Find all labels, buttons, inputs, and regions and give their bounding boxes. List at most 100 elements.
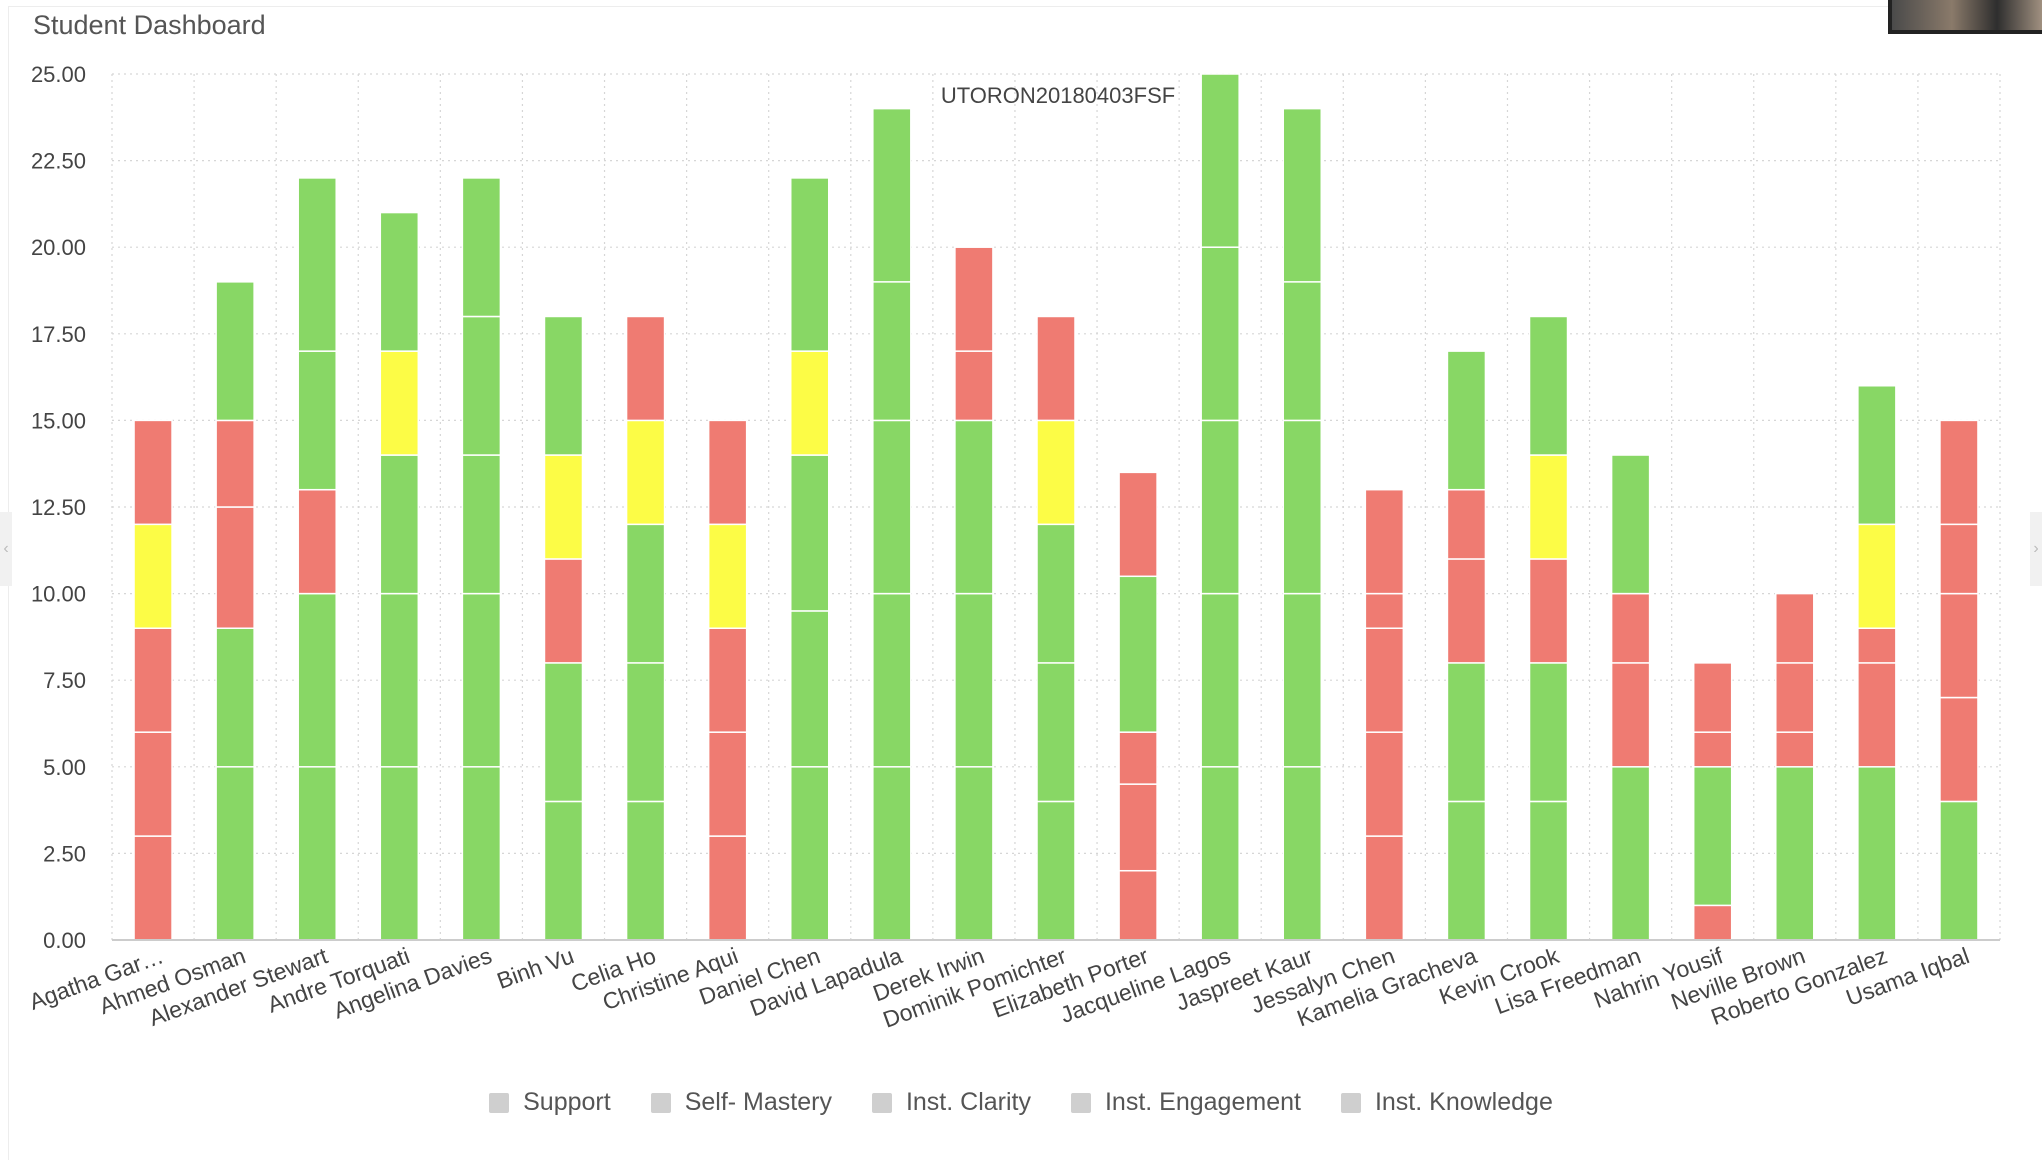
bar-segment-1[interactable] [297, 766, 337, 941]
bar-segment-3[interactable] [461, 454, 502, 595]
legend-item-inst-clarity[interactable]: Inst. Clarity [871, 1088, 1031, 1117]
bar-segment-2[interactable] [133, 731, 173, 837]
bar-segment-3[interactable] [297, 488, 337, 595]
bar-segment-3[interactable] [1364, 627, 1405, 733]
bar-segment-1[interactable] [379, 766, 420, 941]
bar-segment-3[interactable] [1692, 731, 1733, 768]
bar-segment-4[interactable] [1528, 454, 1569, 560]
bar-segment-1[interactable] [1282, 766, 1323, 941]
bar-segment-1[interactable] [872, 766, 912, 941]
bar-segment-5[interactable] [625, 315, 666, 422]
bar-segment-4[interactable] [1364, 592, 1405, 629]
bar-segment-5[interactable] [461, 177, 502, 318]
bar-segment-1[interactable] [625, 800, 666, 941]
bar-segment-5[interactable] [215, 281, 255, 422]
bar-segment-2[interactable] [215, 627, 255, 768]
bar-segment-5[interactable] [789, 177, 830, 352]
bar-segment-1[interactable] [133, 835, 173, 941]
bar-segment-4[interactable] [461, 315, 502, 456]
bar-segment-5[interactable] [954, 246, 994, 352]
bar-segment-2[interactable] [1446, 662, 1487, 803]
bar-segment-1[interactable] [1446, 800, 1487, 941]
bar-segment-3[interactable] [133, 627, 173, 733]
bar-segment-2[interactable] [1692, 766, 1733, 907]
bar-segment-1[interactable] [1610, 766, 1651, 941]
bar-segment-4[interactable] [1857, 523, 1897, 629]
bar-segment-2[interactable] [789, 610, 830, 768]
bar-segment-5[interactable] [1036, 315, 1076, 422]
bar-segment-2[interactable] [1857, 662, 1897, 768]
bar-segment-2[interactable] [1775, 731, 1815, 768]
bar-segment-4[interactable] [1200, 246, 1240, 422]
bar-segment-4[interactable] [1775, 592, 1815, 664]
bar-segment-2[interactable] [297, 592, 337, 768]
bar-segment-4[interactable] [297, 350, 337, 491]
bar-segment-4[interactable] [954, 350, 994, 422]
bar-segment-5[interactable] [1446, 350, 1487, 491]
bar-segment-1[interactable] [789, 766, 830, 941]
bar-segment-5[interactable] [379, 211, 420, 352]
chevron-right-icon[interactable]: › [2030, 512, 2042, 586]
legend-item-self-mastery[interactable]: Self- Mastery [650, 1088, 832, 1117]
bar-segment-1[interactable] [1036, 800, 1076, 941]
bar-segment-1[interactable] [1118, 869, 1158, 941]
bar-segment-2[interactable] [1282, 592, 1323, 768]
bar-segment-2[interactable] [707, 731, 748, 837]
bar-segment-2[interactable] [379, 592, 420, 768]
bar-segment-3[interactable] [954, 419, 994, 595]
bar-segment-1[interactable] [1775, 766, 1815, 941]
bar-segment-3[interactable] [543, 558, 584, 664]
bar-segment-3[interactable] [1528, 558, 1569, 664]
bar-segment-2[interactable] [1364, 731, 1405, 837]
bar-segment-3[interactable] [1118, 731, 1158, 785]
legend-item-inst-knowledge[interactable]: Inst. Knowledge [1340, 1088, 1553, 1117]
bar-segment-5[interactable] [1200, 73, 1240, 248]
bar-segment-4[interactable] [1446, 488, 1487, 560]
bar-segment-4[interactable] [543, 454, 584, 560]
bar-segment-3[interactable] [1939, 592, 1979, 699]
bar-segment-4[interactable] [1282, 281, 1323, 422]
bar-segment-2[interactable] [1939, 696, 1979, 803]
bar-segment-2[interactable] [1118, 783, 1158, 872]
legend-item-support[interactable]: Support [489, 1088, 611, 1117]
bar-segment-1[interactable] [1200, 766, 1240, 941]
bar-segment-4[interactable] [872, 281, 912, 422]
video-thumbnail[interactable] [1888, 0, 2042, 34]
bar-segment-5[interactable] [1282, 107, 1323, 283]
bar-segment-5[interactable] [1364, 488, 1405, 595]
bar-segment-3[interactable] [1857, 627, 1897, 664]
bar-segment-4[interactable] [1610, 454, 1651, 595]
bar-segment-4[interactable] [133, 523, 173, 629]
bar-segment-5[interactable] [872, 107, 912, 283]
bar-segment-3[interactable] [1200, 419, 1240, 595]
bar-segment-3[interactable] [215, 506, 255, 629]
bar-segment-3[interactable] [1282, 419, 1323, 595]
bar-segment-4[interactable] [1939, 523, 1979, 595]
bar-segment-2[interactable] [872, 592, 912, 768]
bar-segment-1[interactable] [1528, 800, 1569, 941]
bar-segment-5[interactable] [1528, 315, 1569, 456]
bar-segment-5[interactable] [1939, 419, 1979, 526]
bar-segment-3[interactable] [707, 627, 748, 733]
bar-segment-1[interactable] [1364, 835, 1405, 941]
bar-segment-1[interactable] [1939, 800, 1979, 941]
bar-segment-1[interactable] [543, 800, 584, 941]
bar-segment-4[interactable] [215, 419, 255, 508]
bar-segment-3[interactable] [379, 454, 420, 595]
bar-segment-3[interactable] [1036, 523, 1076, 664]
bar-segment-5[interactable] [543, 315, 584, 456]
bar-segment-3[interactable] [872, 419, 912, 595]
bar-segment-3[interactable] [625, 523, 666, 664]
bar-segment-2[interactable] [1528, 662, 1569, 803]
bar-segment-4[interactable] [379, 350, 420, 456]
bar-segment-1[interactable] [1692, 904, 1733, 941]
bar-segment-4[interactable] [1118, 575, 1158, 733]
bar-segment-2[interactable] [543, 662, 584, 803]
bar-segment-4[interactable] [707, 523, 748, 629]
bar-segment-3[interactable] [789, 454, 830, 612]
bar-segment-5[interactable] [707, 419, 748, 526]
bar-segment-1[interactable] [215, 766, 255, 941]
bar-segment-1[interactable] [707, 835, 748, 941]
bar-segment-4[interactable] [789, 350, 830, 456]
bar-segment-5[interactable] [133, 419, 173, 526]
